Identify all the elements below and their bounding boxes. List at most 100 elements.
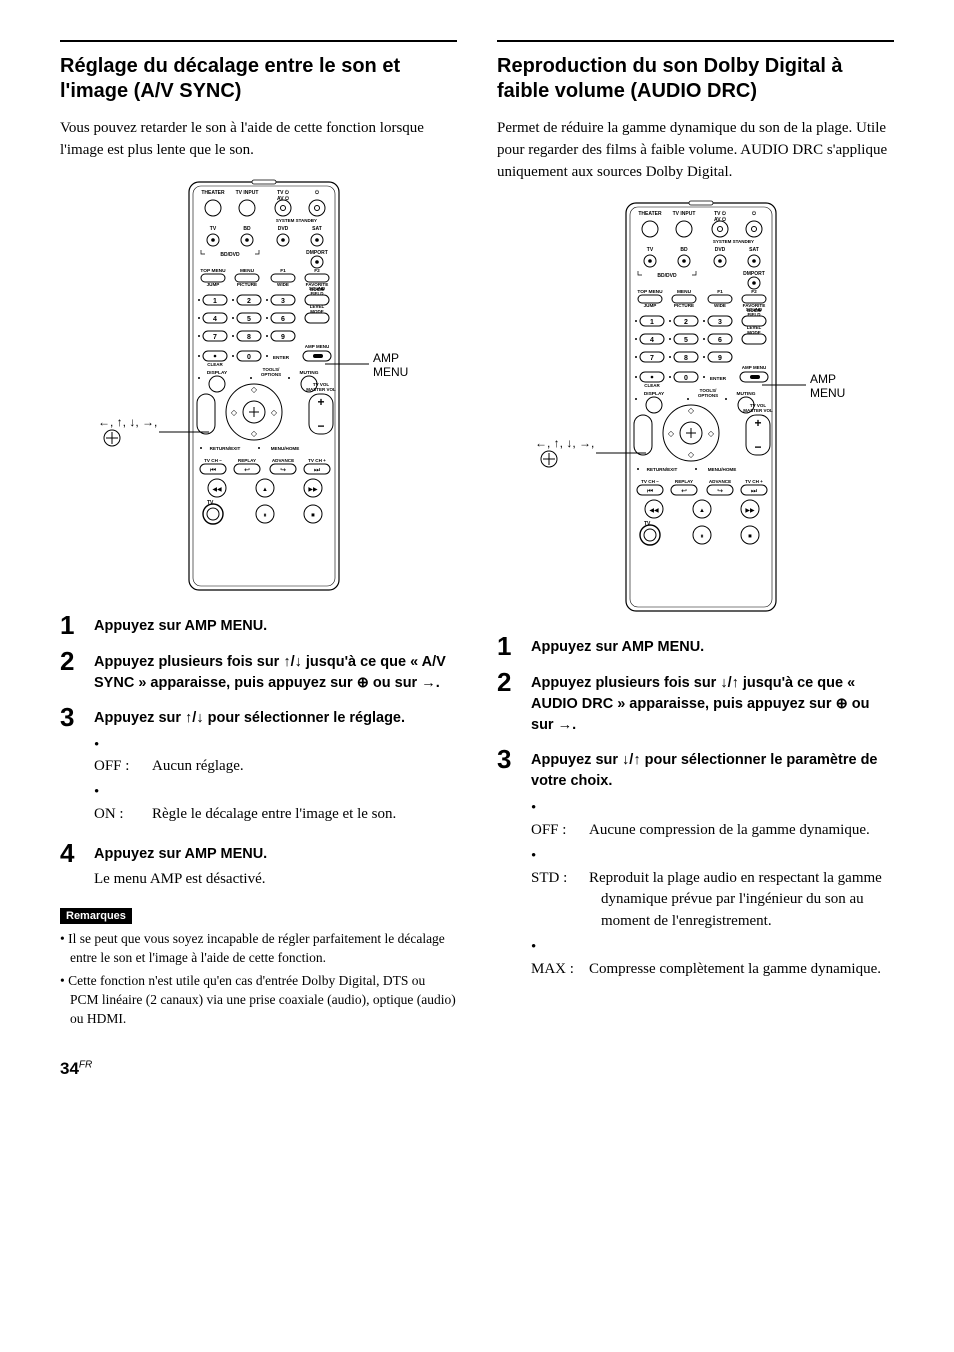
svg-text:▶▶: ▶▶ xyxy=(745,508,755,514)
svg-text:OPTIONS: OPTIONS xyxy=(697,393,717,398)
step: 2 Appuyez plusieurs fois sur ↓/↑ jusqu'à… xyxy=(497,669,894,736)
svg-text:MASTER VOL: MASTER VOL xyxy=(306,387,336,392)
svg-text:◀◀: ◀◀ xyxy=(649,508,659,514)
svg-text:SYSTEM STANDBY: SYSTEM STANDBY xyxy=(712,239,753,244)
right-title: Reproduction du son Dolby Digital à faib… xyxy=(497,54,894,104)
step-num: 3 xyxy=(497,746,531,772)
step-num: 2 xyxy=(497,669,531,695)
step-title: Appuyez plusieurs fois sur ↓/↑ jusqu'à c… xyxy=(531,675,869,733)
svg-text:TV: TV xyxy=(209,226,216,232)
svg-text:TV CH −: TV CH − xyxy=(204,458,222,463)
svg-text:DISPLAY: DISPLAY xyxy=(206,370,227,376)
svg-text:⏸: ⏸ xyxy=(263,511,267,519)
svg-text:MENU/HOME: MENU/HOME xyxy=(707,467,736,472)
svg-text:PICTURE: PICTURE xyxy=(236,282,256,287)
page: Réglage du décalage entre le son et l'im… xyxy=(60,40,894,1033)
svg-text:⏮: ⏮ xyxy=(209,466,215,474)
svg-text:◀◀: ◀◀ xyxy=(212,487,222,493)
note-item: Cette fonction n'est utile qu'en cas d'e… xyxy=(60,972,457,1029)
right-intro: Permet de réduire la gamme dynamique du … xyxy=(497,118,894,183)
step-body-text: Le menu AMP est désactivé. xyxy=(94,869,457,891)
svg-text:MENU: MENU xyxy=(676,289,691,295)
svg-text:DMPORT: DMPORT xyxy=(743,271,765,277)
svg-text:8: 8 xyxy=(247,334,251,341)
step: 3 Appuyez sur ↓/↑ pour sélectionner le p… xyxy=(497,746,894,984)
svg-text:←, ↑, ↓, →,: ←, ↑, ↓, →, xyxy=(98,415,157,429)
svg-text:7: 7 xyxy=(213,334,217,341)
svg-text:BD/DVD: BD/DVD xyxy=(220,252,240,258)
left-column: Réglage du décalage entre le son et l'im… xyxy=(60,40,457,1033)
left-steps: 1 Appuyez sur AMP MENU. 2 Appuyez plusie… xyxy=(60,612,457,891)
step-num: 2 xyxy=(60,648,94,674)
svg-text:MASTER VOL: MASTER VOL xyxy=(743,408,773,413)
svg-text:0: 0 xyxy=(247,354,251,361)
page-number: 34 xyxy=(60,1059,79,1078)
svg-text:FIELD: FIELD xyxy=(747,312,761,317)
svg-text:↩: ↩ xyxy=(244,466,250,474)
step-title: Appuyez sur AMP MENU. xyxy=(94,618,267,634)
svg-text:0: 0 xyxy=(684,375,688,382)
svg-text:TV CH +: TV CH + xyxy=(745,479,763,484)
svg-text:8: 8 xyxy=(684,355,688,362)
svg-text:MENU/HOME: MENU/HOME xyxy=(270,446,299,451)
svg-text:MENU: MENU xyxy=(239,268,254,274)
svg-text:AMP MENU: AMP MENU xyxy=(741,365,765,370)
svg-text:2: 2 xyxy=(684,319,688,326)
svg-text:MUTING: MUTING xyxy=(736,391,755,397)
svg-text:▶▶: ▶▶ xyxy=(308,487,318,493)
remarques-label: Remarques xyxy=(60,908,132,924)
step-title: Appuyez sur AMP MENU. xyxy=(94,846,267,862)
svg-text:↪: ↪ xyxy=(280,466,286,474)
step-num: 4 xyxy=(60,840,94,866)
svg-text:6: 6 xyxy=(718,337,722,344)
remote-diagram-right: AMPMENU←, ↑, ↓, →,THEATERTV INPUTTV ⏻AV … xyxy=(497,197,894,617)
step: 3 Appuyez sur ↑/↓ pour sélectionner le r… xyxy=(60,704,457,830)
svg-text:JUMP: JUMP xyxy=(206,282,219,287)
svg-text:THEATER: THEATER xyxy=(201,190,225,196)
svg-text:TV CH −: TV CH − xyxy=(641,479,659,484)
svg-text:9: 9 xyxy=(718,355,722,362)
sub-item: STD :Reproduit la plage audio en respect… xyxy=(531,846,894,933)
svg-text:2: 2 xyxy=(247,298,251,305)
step: 4 Appuyez sur AMP MENU. Le menu AMP est … xyxy=(60,840,457,891)
svg-text:TV INPUT: TV INPUT xyxy=(235,190,258,196)
svg-text:ADVANCE: ADVANCE xyxy=(271,458,293,463)
svg-text:BD: BD xyxy=(680,247,688,253)
svg-text:⏻: ⏻ xyxy=(315,190,319,196)
svg-text:CLEAR: CLEAR xyxy=(207,362,223,367)
svg-text:TV CH +: TV CH + xyxy=(308,458,326,463)
svg-text:4: 4 xyxy=(650,337,654,344)
sub-list: OFF :Aucune compression de la gamme dyna… xyxy=(531,798,894,980)
svg-text:TOP MENU: TOP MENU xyxy=(637,289,663,295)
svg-text:7: 7 xyxy=(650,355,654,362)
step-title: Appuyez sur ↓/↑ pour sélectionner le par… xyxy=(531,752,878,789)
svg-text:SYSTEM STANDBY: SYSTEM STANDBY xyxy=(275,218,316,223)
step-title: Appuyez plusieurs fois sur ↑/↓ jusqu'à c… xyxy=(94,654,446,691)
svg-text:F2: F2 xyxy=(751,289,757,295)
svg-text:↪: ↪ xyxy=(717,487,723,495)
svg-text:AMP MENU: AMP MENU xyxy=(304,344,328,349)
svg-text:MENU: MENU xyxy=(810,386,845,400)
svg-text:⏮: ⏮ xyxy=(646,487,652,495)
svg-text:+: + xyxy=(754,416,761,430)
svg-text:OPTIONS: OPTIONS xyxy=(260,372,280,377)
svg-text:AMP: AMP xyxy=(810,372,836,386)
svg-text:ENTER: ENTER xyxy=(709,376,726,382)
svg-text:6: 6 xyxy=(281,316,285,323)
svg-text:1: 1 xyxy=(213,298,217,305)
svg-text:F2: F2 xyxy=(314,268,320,274)
svg-text:5: 5 xyxy=(247,316,251,323)
svg-text:PICTURE: PICTURE xyxy=(673,303,693,308)
note-item: Il se peut que vous soyez incapable de r… xyxy=(60,930,457,968)
remarques-list: Il se peut que vous soyez incapable de r… xyxy=(60,930,457,1028)
svg-text:AMP: AMP xyxy=(373,351,399,365)
svg-text:◇: ◇ xyxy=(667,429,674,438)
svg-text:DVD: DVD xyxy=(277,226,288,232)
svg-text:TV: TV xyxy=(646,247,653,253)
svg-text:MODE: MODE xyxy=(310,309,324,314)
sub-item: OFF :Aucune compression de la gamme dyna… xyxy=(531,798,894,842)
step: 2 Appuyez plusieurs fois sur ↑/↓ jusqu'à… xyxy=(60,648,457,694)
svg-text:TV INPUT: TV INPUT xyxy=(672,211,695,217)
svg-text:3: 3 xyxy=(281,298,285,305)
svg-text:◇: ◇ xyxy=(687,406,694,415)
